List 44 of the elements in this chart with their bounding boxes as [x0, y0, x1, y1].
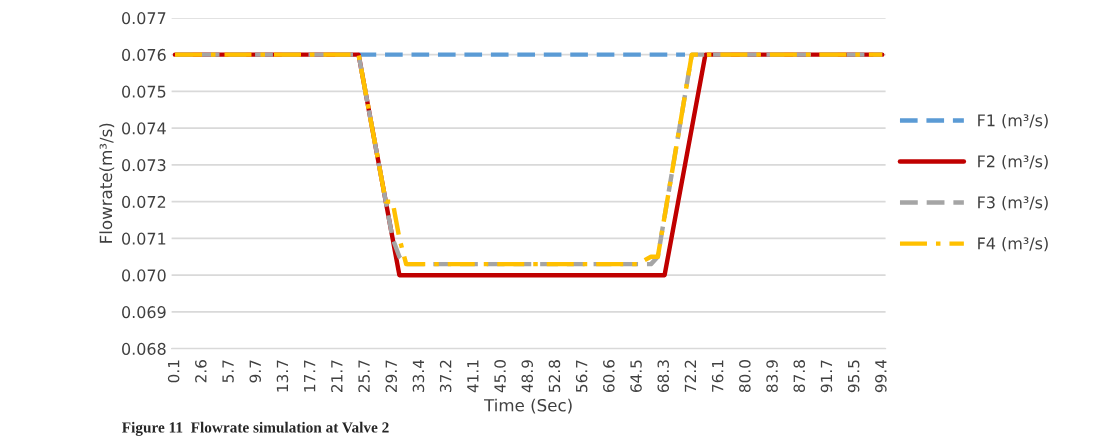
y-tick-label: 0.070 [122, 269, 166, 282]
x-tick-label: 99.4 [875, 359, 887, 393]
x-tick-label: 60.6 [603, 360, 615, 393]
x-tick-label: 45.0 [494, 360, 506, 393]
x-tick-label: 5.7 [222, 360, 234, 383]
y-tick-label: 0.077 [122, 12, 166, 25]
x-tick-label: 41.1 [467, 360, 479, 393]
x-tick-label: 72.2 [684, 360, 697, 392]
x-axis-title: Time (Sec) [484, 398, 572, 414]
x-tick-label: 83.9 [766, 360, 778, 393]
x-tick-label: 56.7 [575, 360, 588, 392]
legend-label: F4 (m³/s) [978, 237, 1048, 252]
y-tick-label: 0.073 [122, 159, 166, 172]
y-tick-label: 0.072 [122, 195, 166, 208]
y-tick-label: 0.074 [122, 122, 166, 135]
legend-label: F1 (m³/s) [978, 114, 1048, 129]
x-tick-label: 91.7 [820, 360, 833, 393]
y-tick-label: 0.071 [122, 232, 166, 245]
x-tick-label: 13.7 [276, 360, 289, 392]
x-tick-label: 2.6 [195, 360, 207, 383]
y-tick-label: 0.068 [122, 342, 166, 355]
x-tick-label: 52.8 [548, 360, 561, 392]
x-tick-label: 64.5 [630, 360, 642, 393]
x-tick-label: 76.1 [711, 360, 724, 392]
x-tick-label: 68.3 [657, 360, 670, 393]
y-tick-label: 0.069 [122, 306, 166, 319]
x-tick-label: 21.7 [331, 360, 343, 392]
y-axis-title: Flowrate(m³/s) [99, 123, 115, 243]
caption: Figure 11 Flowrate simulation at Valve 2 [122, 421, 389, 436]
legend-label: F3 (m³/s) [978, 196, 1048, 211]
x-tick-label: 17.7 [304, 360, 316, 392]
x-tick-label: 33.4 [412, 359, 425, 392]
x-tick-label: 37.2 [439, 360, 452, 392]
y-tick-label: 0.076 [122, 48, 166, 61]
x-tick-label: 48.9 [521, 360, 534, 393]
y-tick-label: 0.075 [122, 85, 166, 98]
x-tick-label: 0.1 [167, 360, 180, 383]
x-tick-label: 9.7 [249, 360, 262, 383]
x-tick-label: 29.7 [385, 360, 398, 392]
x-tick-label: 87.8 [793, 360, 806, 393]
x-tick-label: 80.0 [739, 360, 751, 393]
x-tick-label: 95.5 [847, 360, 860, 393]
legend-label: F2 (m³/s) [978, 155, 1048, 170]
x-tick-label: 25.7 [358, 360, 370, 392]
